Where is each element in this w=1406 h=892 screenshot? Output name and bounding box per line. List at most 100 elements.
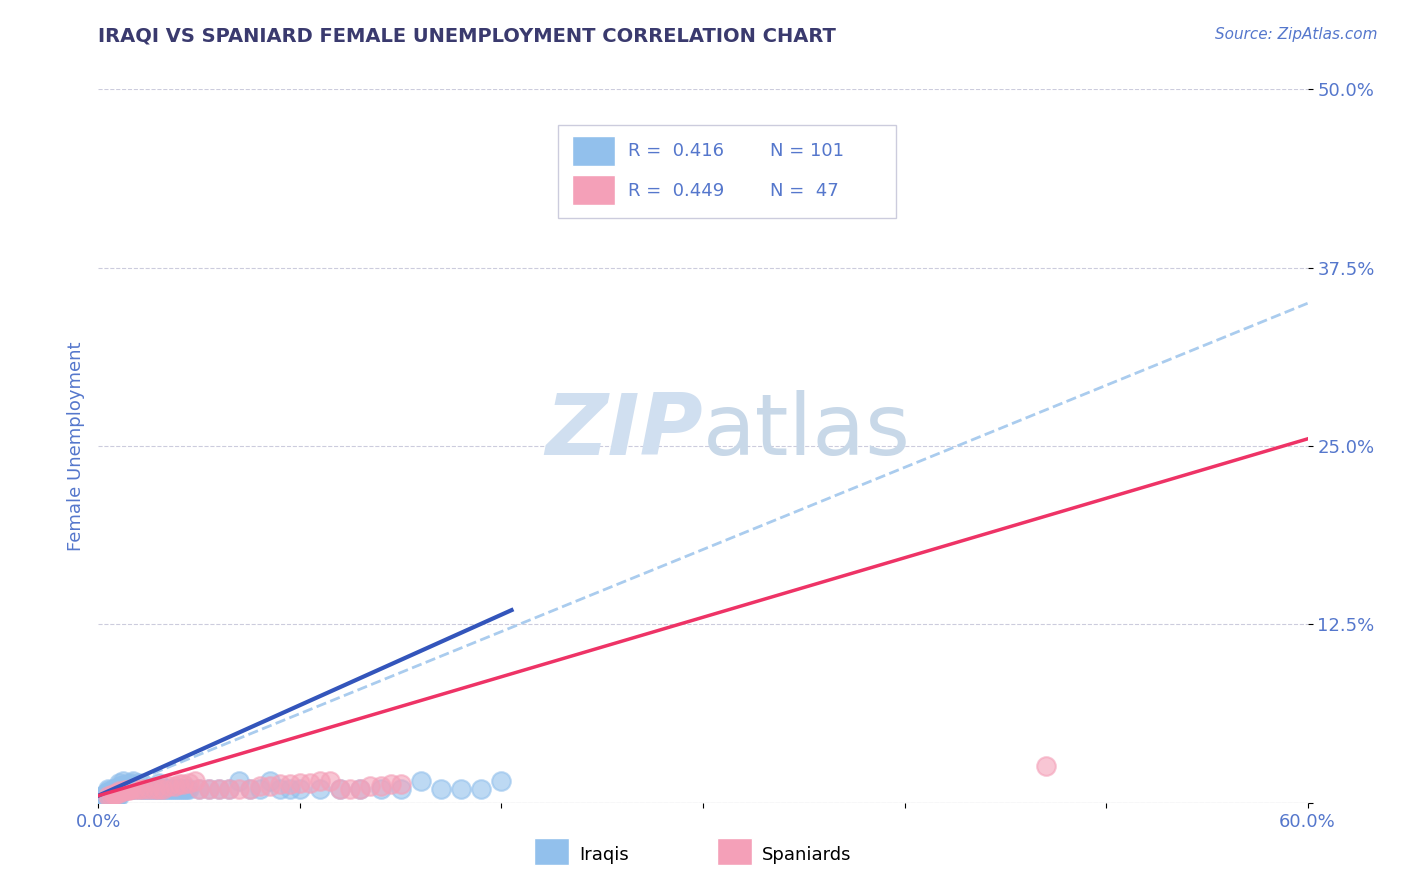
- Point: [120, 781, 142, 796]
- Point: [148, 776, 170, 790]
- Point: [149, 781, 172, 796]
- Point: [105, 784, 128, 798]
- Point: [114, 777, 136, 791]
- Point: [239, 781, 262, 796]
- Point: [107, 787, 129, 801]
- Point: [228, 774, 250, 789]
- Point: [100, 784, 122, 798]
- Point: [269, 781, 291, 796]
- Text: Spaniards: Spaniards: [762, 846, 852, 863]
- Point: [100, 789, 122, 803]
- Point: [152, 781, 174, 796]
- Bar: [572, 175, 614, 205]
- Point: [107, 789, 129, 803]
- Point: [107, 779, 129, 793]
- Point: [360, 779, 382, 793]
- Point: [174, 781, 197, 796]
- Text: Source: ZipAtlas.com: Source: ZipAtlas.com: [1215, 27, 1378, 42]
- Point: [278, 781, 301, 796]
- Point: [349, 781, 371, 796]
- Point: [409, 774, 432, 789]
- Point: [132, 781, 155, 796]
- Point: [114, 781, 136, 796]
- Point: [167, 777, 190, 791]
- Point: [188, 781, 211, 796]
- Point: [111, 784, 134, 798]
- Point: [107, 783, 129, 797]
- Point: [124, 781, 146, 796]
- Point: [111, 781, 134, 796]
- Point: [170, 781, 193, 796]
- Point: [97, 786, 120, 800]
- Point: [115, 781, 138, 796]
- Point: [163, 779, 186, 793]
- Point: [118, 783, 141, 797]
- Point: [100, 787, 122, 801]
- Point: [114, 783, 136, 797]
- Point: [177, 781, 201, 796]
- Point: [93, 789, 115, 803]
- Point: [105, 787, 128, 801]
- Point: [118, 777, 141, 791]
- Point: [91, 789, 114, 803]
- Point: [107, 784, 129, 798]
- Text: N =  47: N = 47: [769, 182, 838, 200]
- Point: [107, 781, 129, 796]
- Point: [370, 779, 392, 793]
- Point: [103, 786, 125, 800]
- Point: [100, 786, 122, 800]
- Point: [120, 781, 142, 796]
- Point: [96, 789, 118, 803]
- Point: [172, 781, 194, 796]
- Point: [239, 781, 262, 796]
- Point: [176, 781, 198, 796]
- Point: [153, 781, 176, 796]
- Point: [134, 781, 156, 796]
- Point: [101, 789, 124, 803]
- Text: R =  0.449: R = 0.449: [628, 182, 724, 200]
- Point: [319, 774, 342, 789]
- Point: [148, 781, 170, 796]
- Point: [100, 789, 122, 803]
- Point: [135, 781, 157, 796]
- Point: [380, 777, 402, 791]
- Text: R =  0.416: R = 0.416: [628, 143, 724, 161]
- Point: [148, 781, 170, 796]
- Point: [121, 774, 143, 789]
- Text: ZIP: ZIP: [546, 390, 703, 474]
- Point: [198, 781, 221, 796]
- Text: atlas: atlas: [703, 390, 911, 474]
- Point: [184, 774, 207, 789]
- Point: [198, 781, 221, 796]
- Point: [138, 781, 160, 796]
- Point: [430, 781, 453, 796]
- Point: [129, 781, 152, 796]
- Point: [152, 781, 174, 796]
- Point: [157, 779, 180, 793]
- Point: [349, 781, 371, 796]
- Point: [97, 789, 120, 803]
- Point: [97, 787, 120, 801]
- Point: [160, 781, 183, 796]
- Point: [107, 787, 129, 801]
- Point: [339, 781, 361, 796]
- Point: [299, 776, 322, 790]
- Point: [103, 783, 125, 797]
- Point: [121, 781, 143, 796]
- Point: [132, 781, 155, 796]
- Point: [97, 781, 120, 796]
- Point: [128, 781, 150, 796]
- Point: [101, 781, 124, 796]
- Point: [329, 781, 352, 796]
- Point: [177, 776, 201, 790]
- Point: [370, 781, 392, 796]
- Point: [138, 781, 160, 796]
- Point: [208, 781, 231, 796]
- Point: [128, 781, 150, 796]
- Point: [142, 781, 165, 796]
- Point: [389, 777, 412, 791]
- Point: [389, 781, 412, 796]
- Point: [156, 781, 179, 796]
- Point: [288, 776, 311, 790]
- Point: [103, 787, 125, 801]
